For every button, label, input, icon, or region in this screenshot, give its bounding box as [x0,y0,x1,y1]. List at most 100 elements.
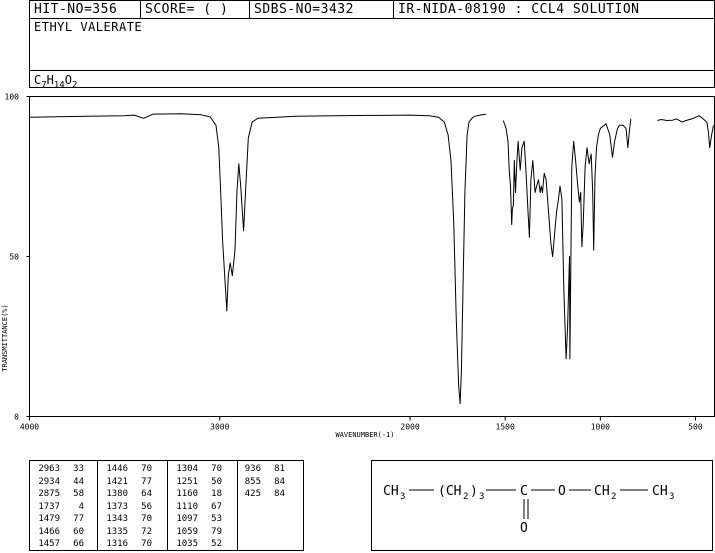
ir-info: IR-NIDA-08190 : CCL4 SOLUTION [398,2,640,17]
ester-oxygen: O [558,484,566,499]
structural-formula: CH 3 (CH 2 ) 3 C O O CH 2 CH 3 [383,484,674,536]
peak-wavenumber: 1035 [176,539,198,549]
peak-transmittance: 70 [141,539,152,549]
score: SCORE= ( ) [145,2,229,17]
peak-column-divider [167,461,168,550]
peak-row: 1110 67 [170,501,222,514]
formula-subscript: 3 [669,492,674,502]
peak-wavenumber: 1316 [106,539,128,549]
peak-wavenumber: 2875 [38,489,60,499]
peak-transmittance: 33 [73,464,84,474]
x-axis-label: WAVENUMBER(-1) [335,431,394,439]
compound-name: ETHYL VALERATE [34,20,143,34]
peak-transmittance: 70 [141,514,152,524]
methylene-chain: (CH [438,484,461,499]
peak-transmittance: 70 [211,464,222,474]
peak-row: 1335 72 [100,526,152,539]
formula-subscript: 3 [479,492,484,502]
peak-transmittance: 52 [211,539,222,549]
ir-spectrum-chart: 0 50 100 4000 3000 2000 1500 1000 500 WAVENUMBE… [1,93,715,439]
peak-wavenumber: 1479 [38,514,60,524]
peak-row: 1466 60 [32,526,84,539]
peak-row: 1316 70 [100,538,152,551]
peak-column: 1304 70 1251 50 1160 18 1110 67 1097 53 1059 79 1035… [170,463,222,551]
peak-row: 855 84 [233,476,285,489]
peak-wavenumber: 2934 [38,476,60,487]
peak-table: 2963 33 2934 44 2875 58 1737 4 1479 77 1466 60 1457 6… [29,460,304,551]
peak-wavenumber: 1059 [176,526,198,537]
formula-subscript: 2 [463,492,468,502]
header-divider [249,1,250,18]
peak-row: 1097 53 [170,513,222,526]
peak-column: 936 81 855 84 425 84 [233,463,285,501]
formula-element: C [34,73,42,87]
peak-wavenumber: 1110 [176,501,198,512]
peak-wavenumber: 2963 [38,464,60,474]
peak-transmittance: 58 [73,489,84,499]
peak-transmittance: 77 [73,514,84,524]
peak-transmittance: 84 [274,476,285,487]
peak-transmittance: 50 [211,476,222,487]
y-tick-label: 0 [14,413,19,422]
peak-transmittance: 81 [274,464,285,474]
peak-row: 2875 58 [32,488,84,501]
formula-subscript: 14 [53,80,65,91]
header-box: HIT-NO=356 SCORE= ( ) SDBS-NO=3432 IR-NI… [29,0,715,91]
peak-row: 425 84 [233,488,285,501]
peak-transmittance: 44 [73,476,84,487]
peak-row: 1373 56 [100,501,152,514]
y-axis-label: TRANSMITTANCE(%) [1,304,9,371]
formula-subscript: 7 [41,80,47,91]
peak-row: 2934 44 [32,476,84,489]
y-tick-label: 50 [9,253,19,262]
peak-transmittance: 84 [274,489,285,499]
peak-wavenumber: 1421 [106,476,128,487]
peak-column: 1446 70 1421 77 1380 64 1373 56 1343 70 1335 72 1316… [100,463,152,551]
spectrum-segment [502,118,632,360]
x-tick-label: 500 [688,423,703,432]
peak-wavenumber: 855 [244,476,261,487]
peak-row: 1304 70 [170,463,222,476]
header-rule [30,18,714,19]
peak-transmittance: 53 [211,514,222,524]
header-divider [140,1,141,18]
peak-row: 1446 70 [100,463,152,476]
peak-row: 1421 77 [100,476,152,489]
peak-transmittance: 60 [73,526,84,537]
peak-row: 1160 18 [170,488,222,501]
peak-row: 2963 33 [32,463,84,476]
sdbs-number: SDBS-NO=3432 [254,2,354,17]
peak-transmittance: 64 [141,489,152,499]
peak-row: 1380 64 [100,488,152,501]
peak-wavenumber: 936 [244,464,261,474]
peak-transmittance: 66 [73,539,84,549]
peak-transmittance: 56 [141,501,152,512]
formula-element: H [46,73,54,87]
hit-number: HIT-NO=356 [34,2,118,17]
carbonyl-oxygen: O [520,521,528,536]
formula-subscript: 2 [611,492,616,502]
x-tick-label: 1000 [591,423,610,432]
peak-transmittance: 72 [141,526,152,537]
x-tick-label: 1500 [496,423,515,432]
formula-subscript: 2 [71,80,78,91]
spectrum-segment [657,115,714,149]
peak-wavenumber: 425 [244,489,261,499]
peak-transmittance: 18 [211,489,222,499]
peak-wavenumber: 1304 [176,464,198,474]
peak-wavenumber: 1097 [176,514,198,524]
peak-transmittance: 77 [141,476,152,487]
carbonyl-carbon: C [520,484,528,499]
y-tick-label: 100 [5,93,20,102]
peak-column-divider [237,461,238,550]
formula-subscript: 3 [400,492,405,502]
peak-row: 1343 70 [100,513,152,526]
x-tick-label: 4000 [20,423,39,432]
peak-row: 1479 77 [32,513,84,526]
peak-transmittance: 67 [211,501,222,512]
spectrum-trace [29,113,714,405]
x-axis: 4000 3000 2000 1500 1000 500 [20,416,703,432]
formula-rule [30,70,714,71]
peak-column-divider [97,461,98,550]
peak-wavenumber: 1335 [106,526,128,537]
